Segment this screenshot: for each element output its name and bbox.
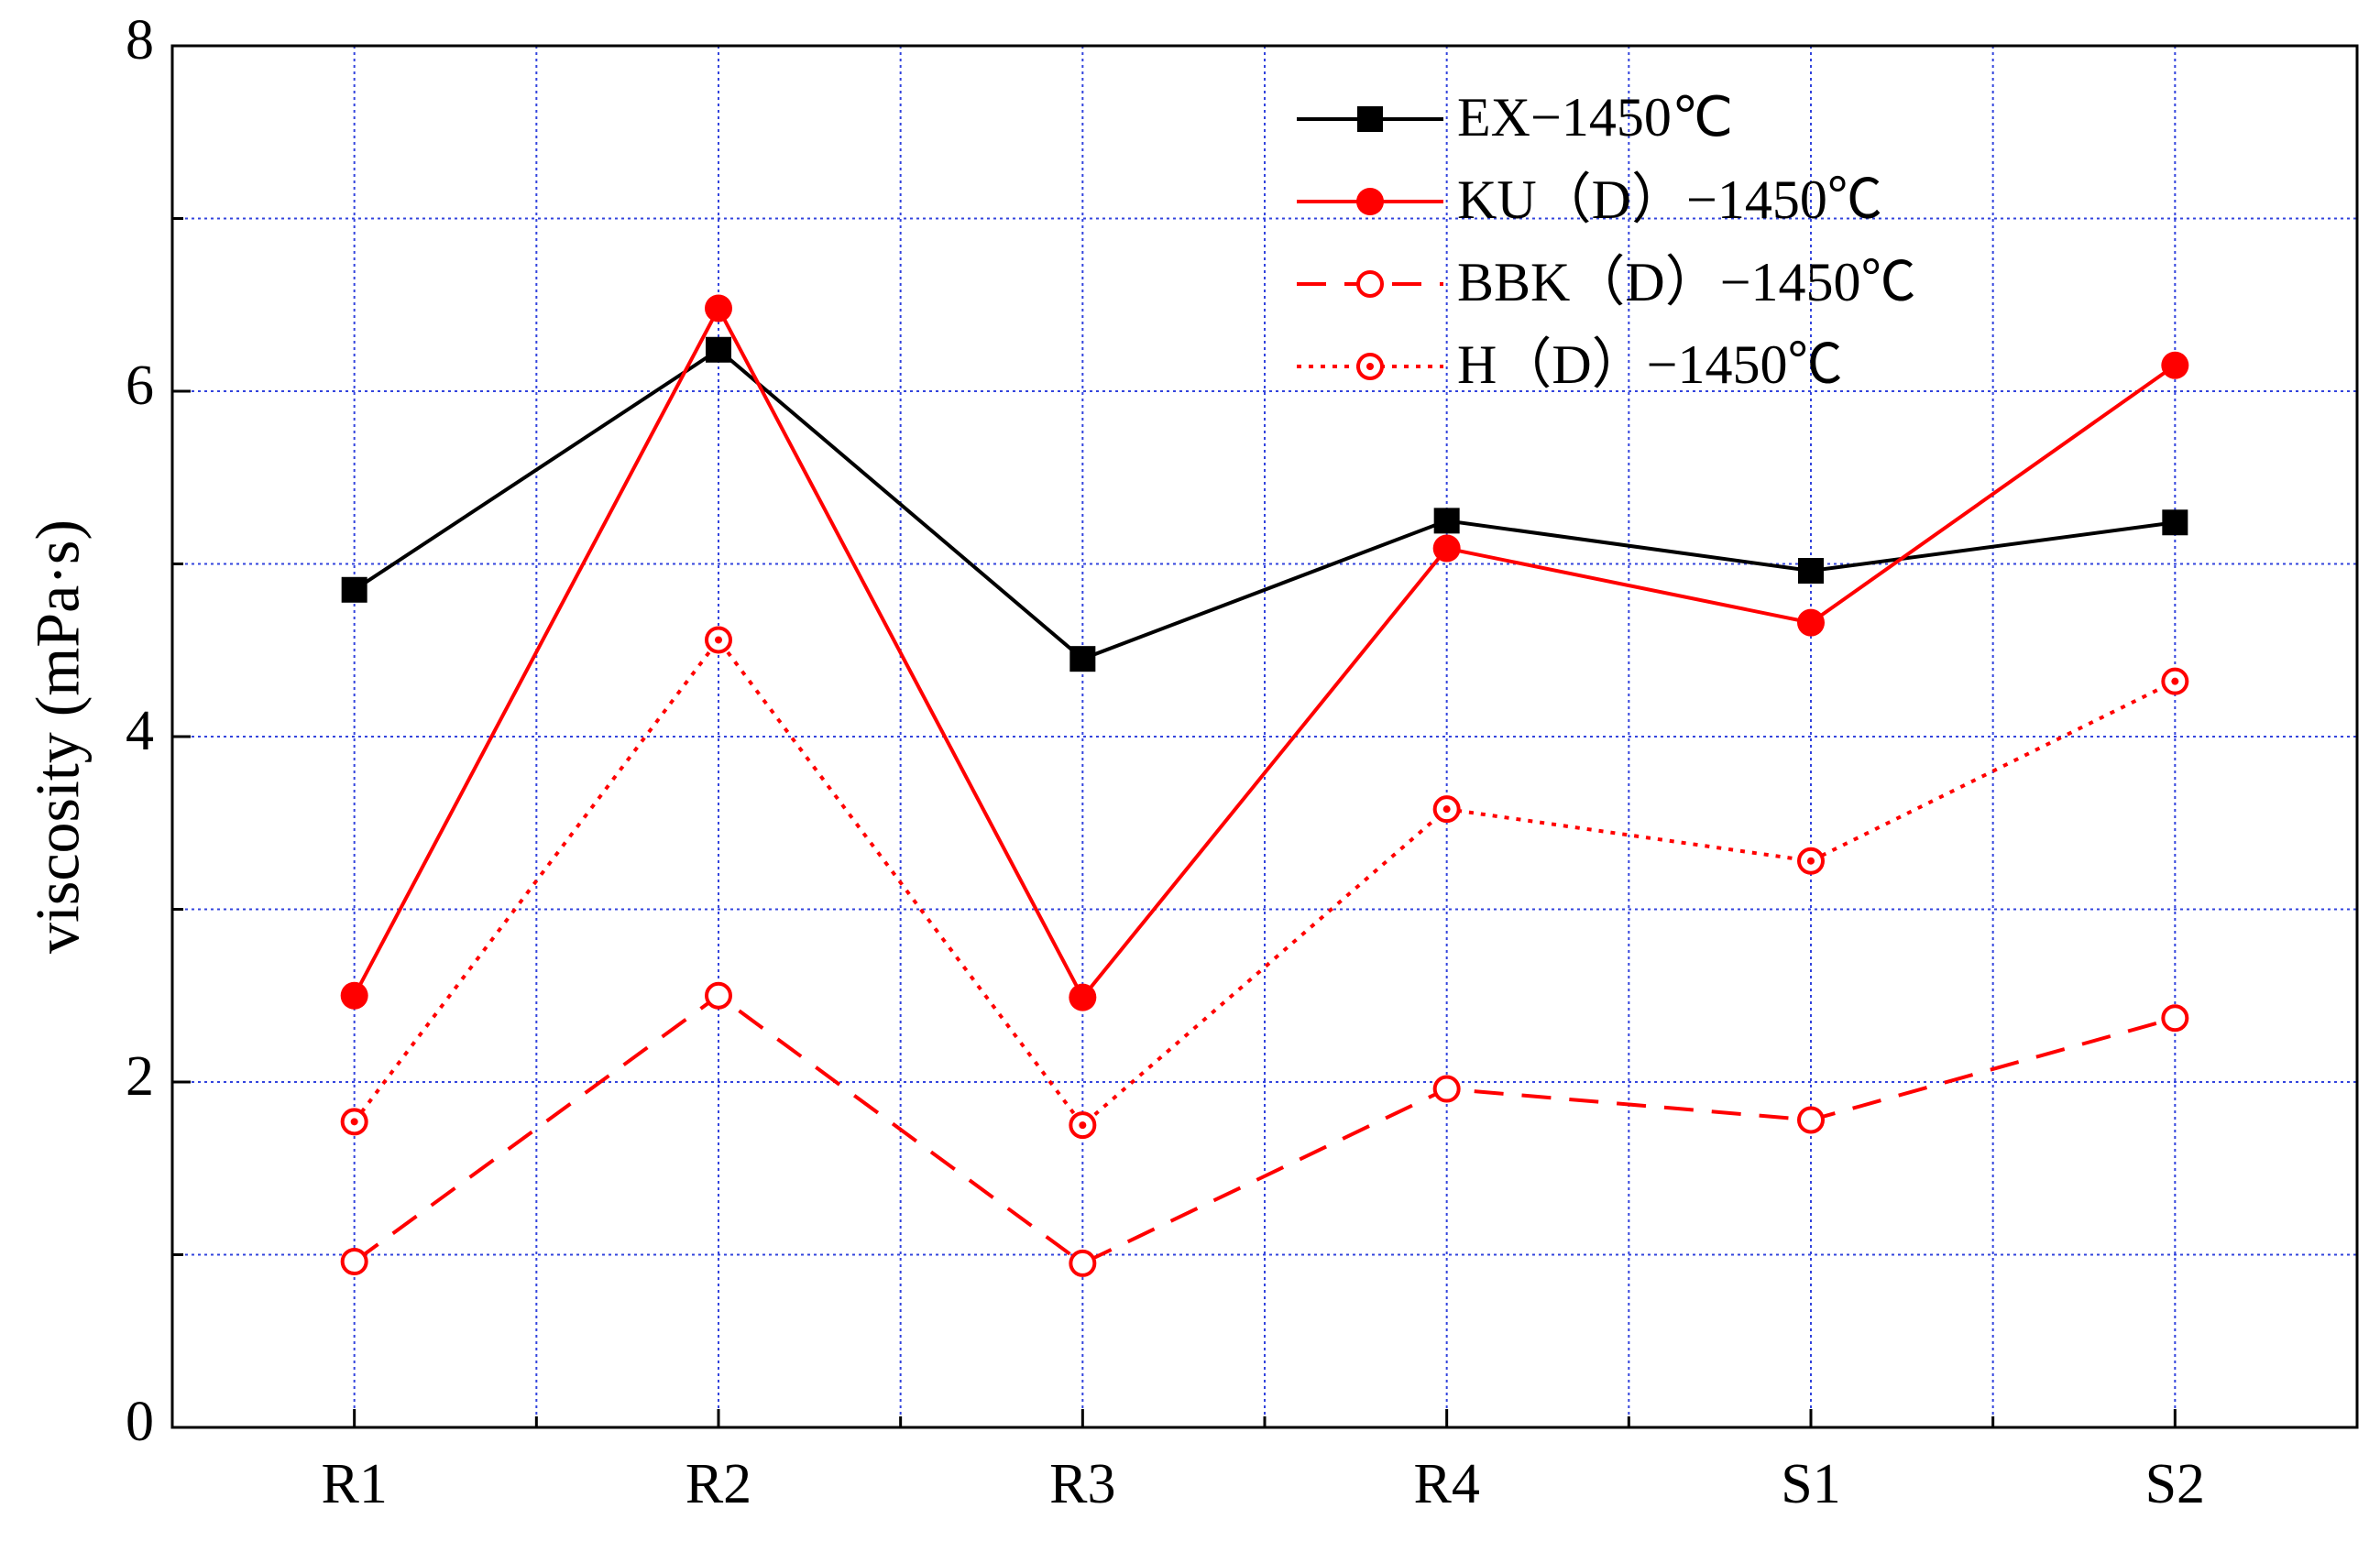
x-tick-label: R2	[685, 1453, 751, 1515]
data-point	[340, 981, 368, 1010]
y-axis-label: viscosity (mPa·s)	[23, 519, 93, 954]
series-line	[353, 637, 2177, 1129]
legend-marker	[1357, 106, 1383, 132]
x-tick-label: S2	[2145, 1453, 2205, 1515]
x-tick-label: R4	[1413, 1453, 1479, 1515]
data-point	[2162, 509, 2188, 536]
data-point	[1432, 534, 1461, 563]
data-point-dot	[715, 636, 722, 644]
y-tick-label: 6	[126, 355, 154, 417]
legend-label: EX−1450℃	[1457, 87, 1733, 148]
data-point	[1433, 508, 1460, 534]
legend-label: KU（D）−1450℃	[1457, 169, 1882, 230]
data-point	[1069, 983, 1097, 1011]
data-point	[705, 981, 732, 1010]
data-point-dot	[350, 1118, 358, 1126]
data-point	[2161, 1004, 2189, 1033]
data-point-dot	[1442, 805, 1451, 814]
data-point	[341, 576, 367, 603]
plot-frame	[170, 44, 2359, 1429]
legend-label: BBK（D）−1450℃	[1457, 252, 1916, 312]
data-point	[1432, 1075, 1461, 1103]
y-tick-label: 4	[126, 700, 154, 762]
data-point	[1797, 1106, 1825, 1134]
legend-marker	[1356, 188, 1384, 215]
x-tick-label: R1	[321, 1453, 387, 1515]
data-point	[705, 294, 732, 322]
legend-label: H（D）−1450℃	[1457, 334, 1843, 395]
legend-marker	[1356, 270, 1384, 298]
data-point	[706, 336, 731, 363]
y-tick-label: 2	[126, 1045, 154, 1108]
data-point-dot	[2171, 677, 2179, 685]
data-point	[1798, 558, 1824, 585]
data-point	[1797, 608, 1825, 637]
series-line	[353, 993, 2176, 1266]
y-tick-label: 0	[126, 1391, 154, 1453]
y-tick-label: 8	[126, 9, 154, 71]
series-line	[353, 347, 2176, 661]
data-point-dot	[1079, 1121, 1087, 1130]
data-point	[340, 1248, 368, 1276]
x-tick-label: S1	[1781, 1453, 1840, 1515]
series-line	[352, 304, 2177, 1001]
data-point	[2161, 351, 2189, 379]
data-point	[1069, 1249, 1097, 1277]
x-tick-label: R3	[1049, 1453, 1115, 1515]
data-point-dot	[1807, 857, 1815, 865]
legend-marker-dot	[1366, 363, 1374, 370]
data-point	[1069, 646, 1096, 672]
